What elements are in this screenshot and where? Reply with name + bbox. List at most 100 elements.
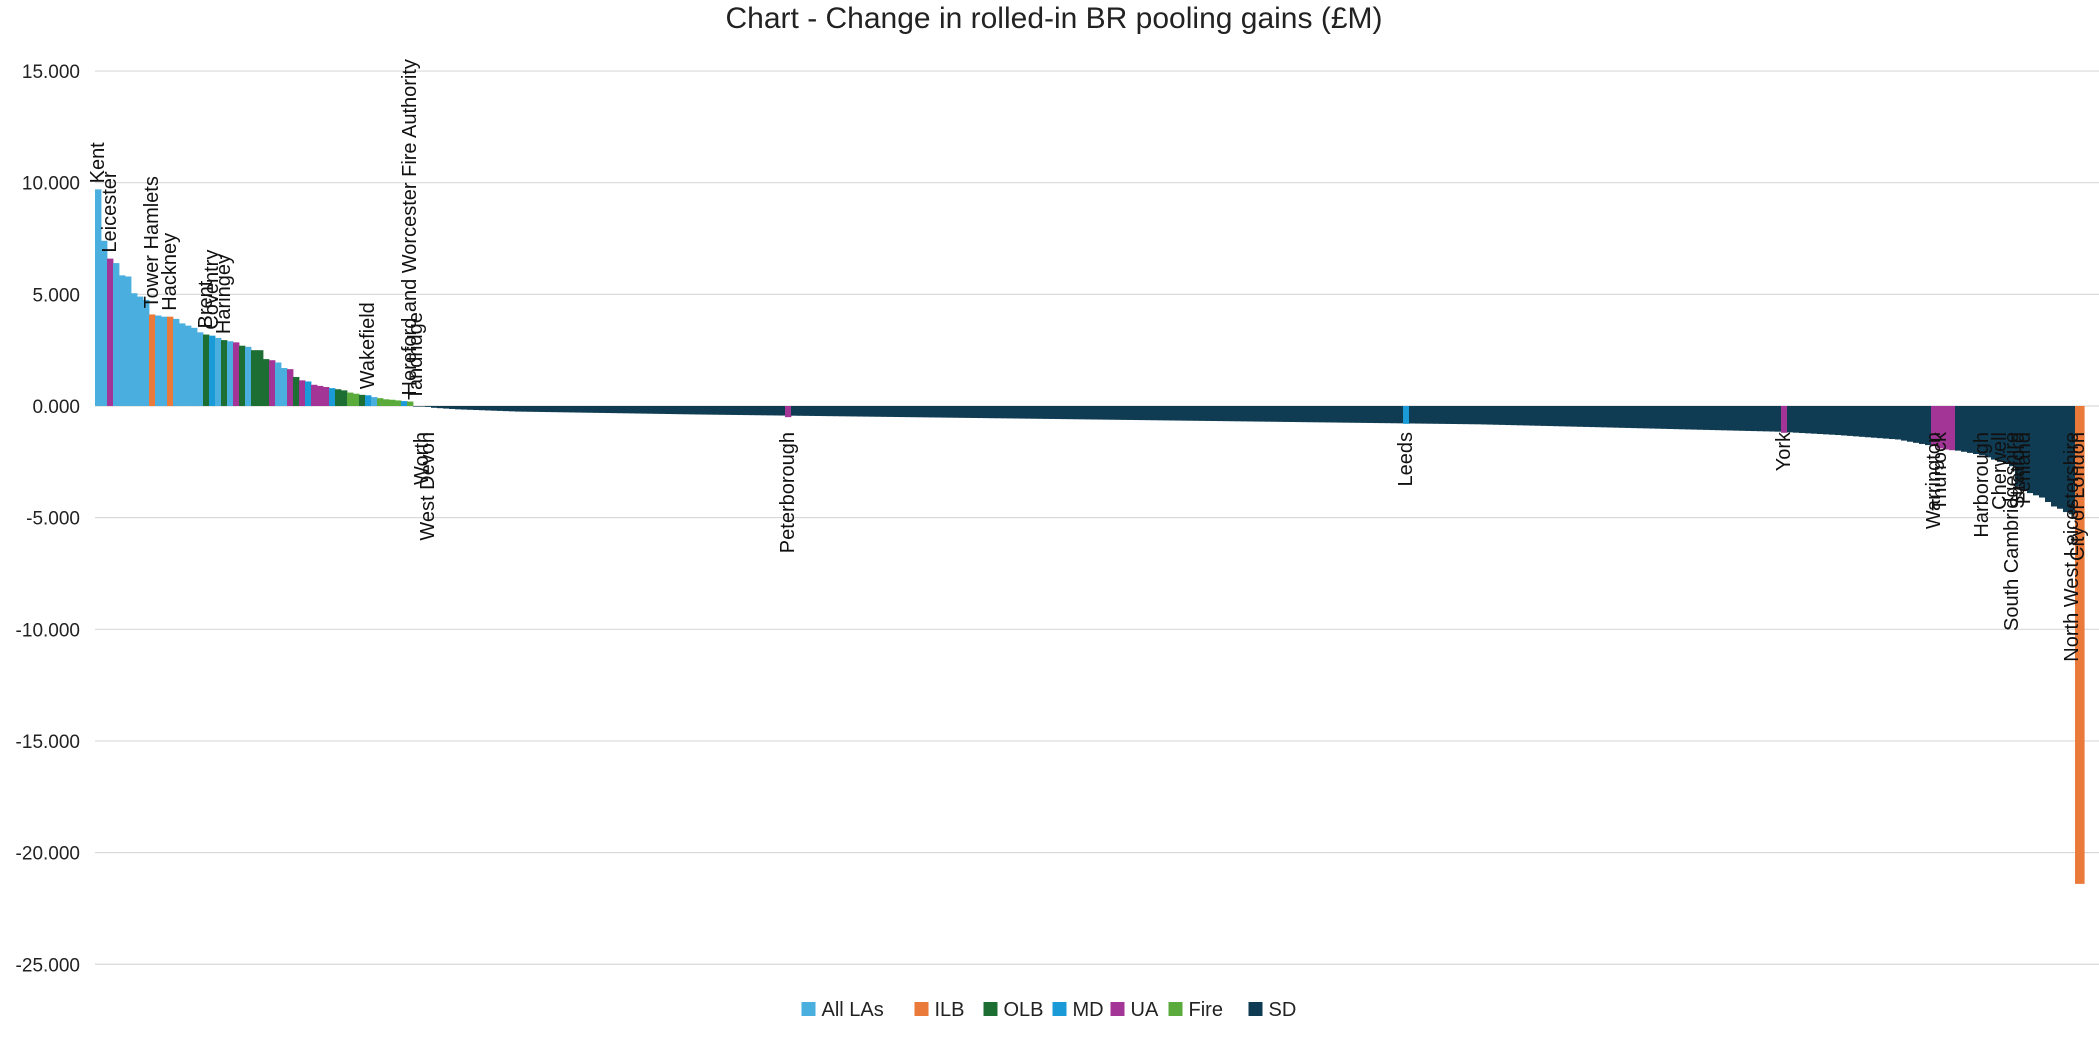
bar [935, 406, 942, 418]
bar [347, 392, 354, 406]
bar [227, 341, 234, 406]
legend-swatch [1168, 1002, 1183, 1016]
bar [1187, 406, 1194, 421]
bar [1685, 406, 1692, 430]
bar-coventry [209, 335, 216, 406]
bar [1529, 406, 1536, 426]
bar [119, 275, 126, 406]
bar [1205, 406, 1212, 421]
bar [701, 406, 708, 415]
bar-label: Fenland [2013, 432, 2035, 504]
bar [905, 406, 912, 418]
bar-label: Harborough [1971, 432, 1993, 538]
bar [1661, 406, 1668, 429]
bar [845, 406, 852, 417]
bar [1757, 406, 1764, 432]
bar-label: Peterborough [777, 432, 799, 553]
legend-label: MD [1073, 999, 1104, 1021]
bar [1571, 406, 1578, 427]
legend-label: SD [1269, 999, 1297, 1021]
bar [1361, 406, 1368, 423]
bar-thurrock [1937, 406, 1944, 449]
bar [1523, 406, 1530, 426]
bar [779, 406, 786, 416]
bar-label: Worth [411, 432, 433, 485]
bar [1061, 406, 1068, 420]
bar [923, 406, 930, 418]
bar [1823, 406, 1830, 435]
bar-west-devon [425, 406, 432, 407]
bar [1421, 406, 1428, 424]
bar [1355, 406, 1362, 423]
bar [1553, 406, 1560, 427]
bar [713, 406, 720, 415]
bar [101, 240, 108, 406]
bar [1775, 406, 1782, 432]
bar [1145, 406, 1152, 421]
bar-label: North West Leicestershire [2061, 432, 2083, 662]
bar [1697, 406, 1704, 430]
bar [1337, 406, 1344, 423]
bar [971, 406, 978, 418]
bar [1469, 406, 1476, 425]
bar [1463, 406, 1470, 425]
bar [851, 406, 858, 417]
bar [1829, 406, 1836, 435]
bar [1847, 406, 1854, 436]
legend-label: ILB [935, 999, 965, 1021]
bar-tower-hamlets [149, 314, 156, 406]
bar [1115, 406, 1122, 420]
bar [461, 406, 468, 410]
bar [659, 406, 666, 414]
bar [1127, 406, 1134, 420]
bar [389, 399, 396, 406]
bar [647, 406, 654, 414]
bar [1007, 406, 1014, 419]
y-tick-label: -25.000 [16, 955, 80, 976]
bar [131, 293, 138, 406]
bar [1763, 406, 1770, 432]
bar [293, 376, 300, 406]
bar [1949, 406, 1956, 451]
bar [1601, 406, 1608, 428]
bar [1163, 406, 1170, 421]
bar [1001, 406, 1008, 419]
bar-label: Wakefield [357, 302, 379, 389]
bar [1853, 406, 1860, 437]
bar [1277, 406, 1284, 422]
bar [1955, 406, 1962, 451]
bar [185, 325, 192, 406]
bar [1073, 406, 1080, 420]
bar [1745, 406, 1752, 431]
bar [1541, 406, 1548, 426]
legend: All LAs ILB OLB MD UA Fire SD [801, 999, 1297, 1021]
bar [1157, 406, 1164, 421]
bar [245, 346, 252, 406]
bar [215, 337, 222, 406]
bar-hackney [167, 316, 174, 406]
y-axis-tick-labels: 15.000 10.000 5.000 0.000 -5.000 -10.000 -15.0… [16, 62, 80, 976]
bar [455, 406, 462, 410]
bar [1769, 406, 1776, 432]
bar [1397, 406, 1404, 424]
bar-label: West Devon [417, 432, 439, 541]
bar [2033, 406, 2040, 496]
bar [1211, 406, 1218, 422]
y-tick-label: 0.000 [32, 397, 80, 418]
bar-label: Thurrock [1929, 431, 1951, 511]
bar [1919, 406, 1926, 444]
legend-swatch [983, 1002, 998, 1016]
bar [479, 406, 486, 411]
bar [1889, 406, 1896, 440]
bar [335, 389, 342, 406]
bar [1319, 406, 1326, 423]
bar [1517, 406, 1524, 426]
bar [593, 406, 600, 413]
bar [767, 406, 774, 416]
bar [1733, 406, 1740, 431]
bar [791, 406, 798, 416]
bar [1811, 406, 1818, 434]
bar [1625, 406, 1632, 428]
bar [467, 406, 474, 410]
bar [2039, 406, 2046, 498]
